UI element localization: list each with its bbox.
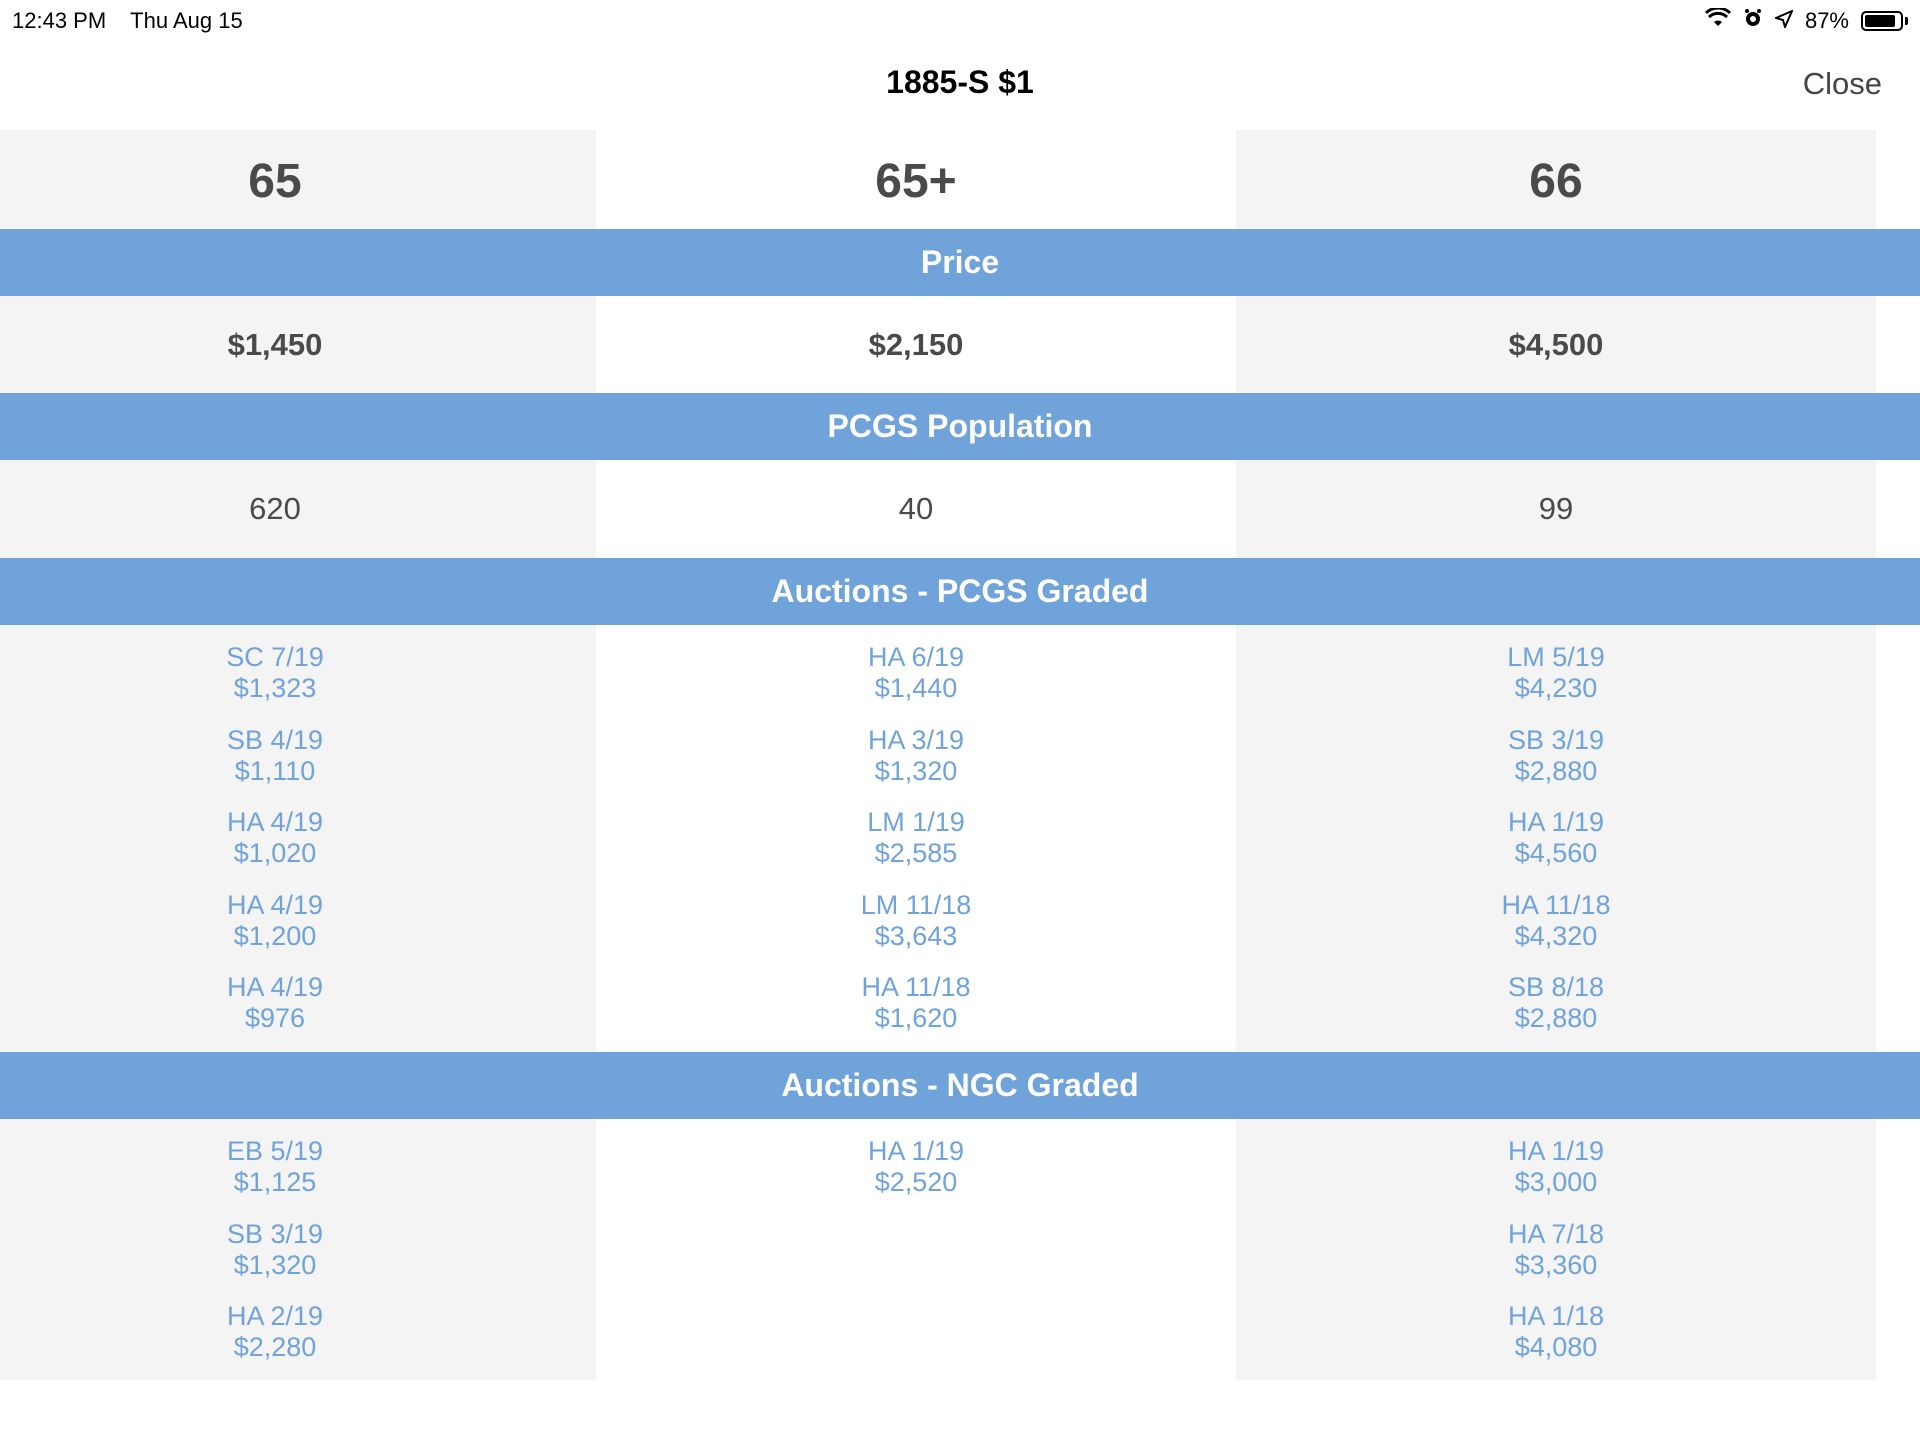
auction-date: LM 1/19: [867, 807, 965, 837]
auction-amount: $1,020: [233, 838, 317, 868]
auction-date: HA 4/19: [226, 972, 324, 1002]
auction-amount: $2,520: [874, 1167, 958, 1197]
location-icon: [1773, 8, 1794, 34]
auction-date: HA 1/19: [867, 1136, 965, 1166]
population-value: 40: [898, 491, 934, 526]
auction-date: HA 2/19: [226, 1301, 324, 1331]
auction-entry[interactable]: HA 4/19 $976: [0, 972, 550, 1034]
auction-date: SB 3/19: [226, 1218, 324, 1249]
auction-amount: $2,880: [1514, 1003, 1598, 1033]
auction-amount: $1,320: [874, 755, 958, 786]
auction-amount: $1,125: [233, 1167, 317, 1197]
price-value: $2,150: [868, 327, 964, 362]
auction-date: SB 4/19: [226, 724, 324, 755]
auction-amount: $4,320: [1514, 920, 1598, 951]
auction-amount: $3,643: [874, 920, 958, 951]
auction-entry[interactable]: HA 2/19 $2,280: [0, 1301, 550, 1363]
auction-amount: $1,110: [234, 755, 316, 786]
column-background-left: [0, 130, 596, 1380]
auction-amount: $1,320: [233, 1249, 317, 1280]
auction-date: SC 7/19: [226, 642, 324, 672]
population-value: 620: [249, 491, 301, 526]
status-bar: 12:43 PM Thu Aug 15 87%: [0, 0, 1920, 40]
auction-amount: $2,585: [874, 838, 958, 868]
auction-entry[interactable]: HA 3/19 $1,320: [596, 725, 1236, 787]
auction-amount: $2,280: [233, 1332, 317, 1362]
battery-percent: 87%: [1804, 8, 1849, 33]
price-section-header: Price: [0, 229, 1920, 296]
alarm-icon: [1743, 8, 1763, 34]
auction-amount: $2,880: [1514, 755, 1598, 786]
column-background-right: [1236, 130, 1876, 1380]
auction-entry[interactable]: HA 6/19 $1,440: [596, 642, 1236, 704]
close-button[interactable]: Close: [1802, 66, 1882, 101]
wifi-icon: [1704, 6, 1732, 34]
grade-header: 66: [1529, 154, 1583, 208]
auction-entry[interactable]: HA 1/19 $2,520: [596, 1136, 1236, 1198]
battery-icon: [1861, 11, 1908, 31]
auction-entry[interactable]: LM 11/18 $3,643: [596, 890, 1236, 952]
grade-row: 65 65+ 66: [0, 132, 1920, 230]
grade-header: 65: [248, 154, 302, 208]
auction-date: HA 1/19: [1507, 807, 1605, 837]
auction-entry[interactable]: LM 1/19 $2,585: [596, 807, 1236, 869]
auction-date: EB 5/19: [226, 1136, 324, 1166]
auction-date: HA 4/19: [226, 889, 324, 920]
auction-entry[interactable]: SB 3/19 $1,320: [0, 1219, 550, 1281]
price-row: $1,450 $2,150 $4,500: [0, 296, 1920, 394]
auction-entry[interactable]: SB 4/19 $1,110: [0, 725, 550, 787]
auction-date: SB 3/19: [1507, 724, 1605, 755]
auction-entry[interactable]: SC 7/19 $1,323: [0, 642, 550, 704]
auction-amount: $1,440: [874, 673, 958, 703]
auction-amount: $1,620: [874, 1003, 958, 1033]
auction-entry[interactable]: LM 5/19 $4,230: [1236, 642, 1876, 704]
auction-entry[interactable]: HA 11/18 $1,620: [596, 972, 1236, 1034]
population-row: 620 40 99: [0, 460, 1920, 558]
nav-bar: 1885-S $1 Close: [0, 40, 1920, 130]
auction-amount: $3,000: [1514, 1167, 1598, 1197]
grade-header: 65+: [875, 154, 957, 208]
auction-date: HA 7/18: [1507, 1218, 1605, 1249]
population-value: 99: [1538, 491, 1574, 526]
population-section-header: PCGS Population: [0, 393, 1920, 460]
auction-date: HA 4/19: [226, 807, 324, 837]
auction-amount: $976: [244, 1003, 306, 1033]
auction-entry[interactable]: HA 7/18 $3,360: [1236, 1219, 1876, 1281]
auction-amount: $3,360: [1514, 1249, 1598, 1280]
auction-entry[interactable]: SB 3/19 $2,880: [1236, 725, 1876, 787]
auction-date: HA 1/18: [1507, 1301, 1605, 1331]
status-date: Thu Aug 15: [130, 8, 243, 33]
auction-date: LM 11/18: [860, 889, 972, 920]
auction-entry[interactable]: SB 8/18 $2,880: [1236, 972, 1876, 1034]
auction-entry[interactable]: HA 4/19 $1,020: [0, 807, 550, 869]
auction-entry[interactable]: HA 11/18 $4,320: [1236, 890, 1876, 952]
auction-date: HA 1/19: [1507, 1136, 1605, 1166]
auction-amount: $4,080: [1514, 1332, 1598, 1362]
auction-date: LM 5/19: [1507, 642, 1605, 672]
auction-date: HA 6/19: [867, 642, 965, 672]
auction-date: HA 11/18: [1501, 889, 1611, 920]
price-value: $1,450: [227, 327, 323, 362]
auction-entry[interactable]: HA 4/19 $1,200: [0, 890, 550, 952]
auction-amount: $1,200: [233, 920, 317, 951]
auction-date: HA 3/19: [867, 724, 965, 755]
auction-entry[interactable]: EB 5/19 $1,125: [0, 1136, 550, 1198]
auction-amount: $4,230: [1514, 673, 1598, 703]
page-title: 1885-S $1: [886, 64, 1034, 100]
auction-date: SB 8/18: [1507, 972, 1605, 1002]
auction-entry[interactable]: HA 1/19 $3,000: [1236, 1136, 1876, 1198]
price-value: $4,500: [1508, 327, 1604, 362]
auction-amount: $4,560: [1514, 838, 1598, 868]
auction-entry[interactable]: HA 1/19 $4,560: [1236, 807, 1876, 869]
auction-amount: $1,323: [233, 673, 317, 703]
auction-entry[interactable]: HA 1/18 $4,080: [1236, 1301, 1876, 1363]
auction-date: HA 11/18: [861, 972, 971, 1002]
status-time: 12:43 PM: [12, 8, 107, 33]
pcgs-auctions-section-header: Auctions - PCGS Graded: [0, 558, 1920, 625]
ngc-auctions-section-header: Auctions - NGC Graded: [0, 1052, 1920, 1119]
